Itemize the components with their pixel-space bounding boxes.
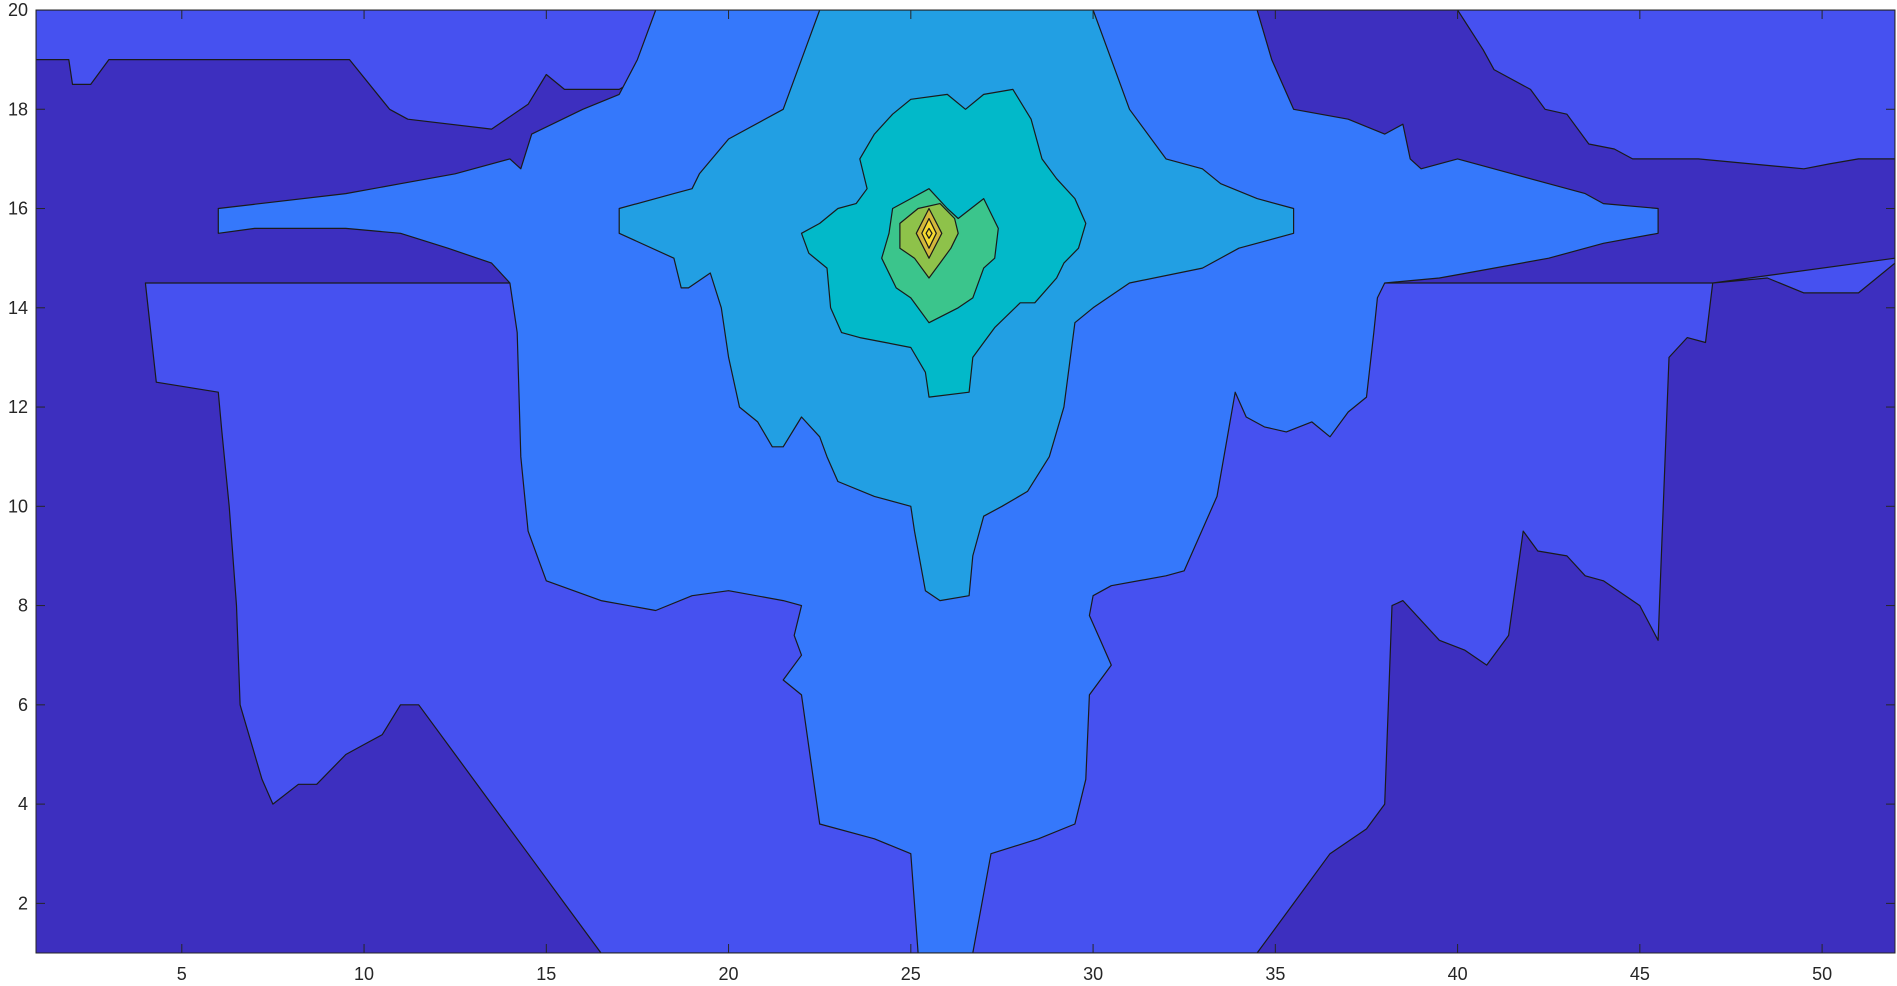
x-tick-label: 25 xyxy=(901,964,921,984)
x-tick-label: 15 xyxy=(536,964,556,984)
y-tick-label: 4 xyxy=(18,794,28,814)
y-tick-label: 14 xyxy=(8,298,28,318)
x-tick-label: 10 xyxy=(354,964,374,984)
contour-region-level-8 xyxy=(921,217,937,249)
y-tick-label: 10 xyxy=(8,496,28,516)
x-tick-label: 50 xyxy=(1812,964,1832,984)
x-tick-label: 45 xyxy=(1630,964,1650,984)
x-tick-label: 5 xyxy=(177,964,187,984)
y-tick-label: 2 xyxy=(18,893,28,913)
contour-fills xyxy=(36,10,1895,953)
x-tick-label: 20 xyxy=(719,964,739,984)
contour-lines xyxy=(925,227,933,239)
plot-frame xyxy=(35,9,1896,954)
y-tick-label: 18 xyxy=(8,99,28,119)
y-axis: 2 4 6 8 10 12 14 16 18 20 xyxy=(8,0,1895,913)
y-tick-label: 6 xyxy=(18,695,28,715)
x-axis: 5 10 15 20 25 30 35 40 45 50 xyxy=(177,10,1832,984)
contour-isoline-0 xyxy=(925,227,933,239)
x-tick-label: 35 xyxy=(1265,964,1285,984)
y-tick-label: 20 xyxy=(8,0,28,20)
y-tick-label: 8 xyxy=(18,596,28,616)
x-tick-label: 40 xyxy=(1448,964,1468,984)
y-tick-label: 16 xyxy=(8,199,28,219)
y-tick-label: 12 xyxy=(8,397,28,417)
x-tick-label: 30 xyxy=(1083,964,1103,984)
